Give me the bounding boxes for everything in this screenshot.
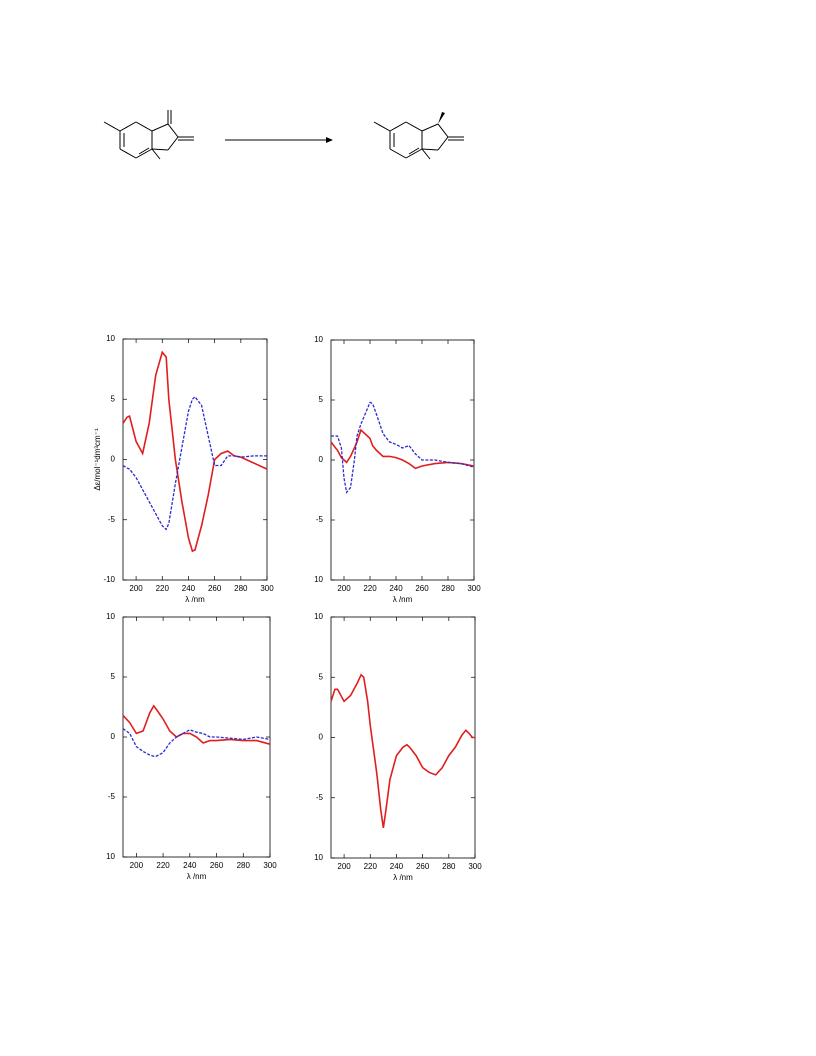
spectrum-line <box>330 428 475 470</box>
x-tick-label: 240 <box>183 861 197 870</box>
reactant-structure <box>103 110 194 160</box>
x-tick-label: 300 <box>263 861 277 870</box>
y-tick-label: -5 <box>108 515 116 524</box>
product-structure <box>373 112 464 160</box>
y-tick-label: 0 <box>319 455 324 464</box>
y-tick-label: 10 <box>314 612 323 621</box>
x-tick-label: 300 <box>260 584 274 593</box>
y-tick-label: -5 <box>316 515 324 524</box>
y-axis-label: Δε/mol⁻¹dm³cm⁻¹ <box>93 428 102 491</box>
x-tick-label: 200 <box>337 862 351 871</box>
x-tick-label: 220 <box>364 862 378 871</box>
y-tick-label: 10 <box>314 575 323 584</box>
y-tick-label: -10 <box>103 575 115 584</box>
y-tick-label: 10 <box>106 852 115 861</box>
x-tick-label: 220 <box>156 584 170 593</box>
x-axis-label: λ /nm <box>187 872 207 881</box>
y-tick-label: 10 <box>314 335 323 344</box>
x-tick-label: 200 <box>337 584 351 593</box>
spectrum-line <box>122 350 268 553</box>
x-tick-label: 300 <box>467 584 481 593</box>
spectrum-line <box>330 673 475 828</box>
x-tick-label: 300 <box>468 862 482 871</box>
y-tick-label: 10 <box>314 853 323 862</box>
x-tick-label: 240 <box>390 862 404 871</box>
x-axis-label: λ /nm <box>185 595 205 604</box>
x-axis-label: λ /nm <box>393 873 413 882</box>
x-tick-label: 280 <box>442 862 456 871</box>
x-tick-label: 260 <box>210 861 224 870</box>
x-tick-label: 200 <box>129 584 143 593</box>
y-tick-label: 0 <box>319 733 324 742</box>
x-tick-label: 240 <box>389 584 403 593</box>
y-tick-label: -5 <box>108 792 116 801</box>
reaction-arrow <box>225 137 333 143</box>
y-tick-label: 5 <box>319 672 324 681</box>
spectrum-line <box>122 728 271 757</box>
y-tick-label: 10 <box>106 334 115 343</box>
y-tick-label: 5 <box>111 672 116 681</box>
x-tick-label: 280 <box>234 584 248 593</box>
x-axis-label: λ /nm <box>393 595 413 604</box>
plot-frame <box>330 616 476 859</box>
y-tick-label: 5 <box>319 395 324 404</box>
x-tick-label: 260 <box>415 584 429 593</box>
x-tick-label: 280 <box>237 861 251 870</box>
y-tick-label: 0 <box>111 732 116 741</box>
x-tick-label: 280 <box>441 584 455 593</box>
y-tick-label: 10 <box>106 612 115 621</box>
x-tick-label: 260 <box>208 584 222 593</box>
x-tick-label: 240 <box>182 584 196 593</box>
x-tick-label: 220 <box>156 861 170 870</box>
spectrum-line <box>122 395 267 531</box>
y-tick-label: 5 <box>111 394 116 403</box>
spectrum-line <box>331 401 475 494</box>
x-tick-label: 200 <box>130 861 144 870</box>
x-tick-label: 220 <box>363 584 377 593</box>
x-tick-label: 260 <box>416 862 430 871</box>
y-tick-label: 0 <box>111 455 116 464</box>
y-tick-label: -5 <box>316 793 324 802</box>
